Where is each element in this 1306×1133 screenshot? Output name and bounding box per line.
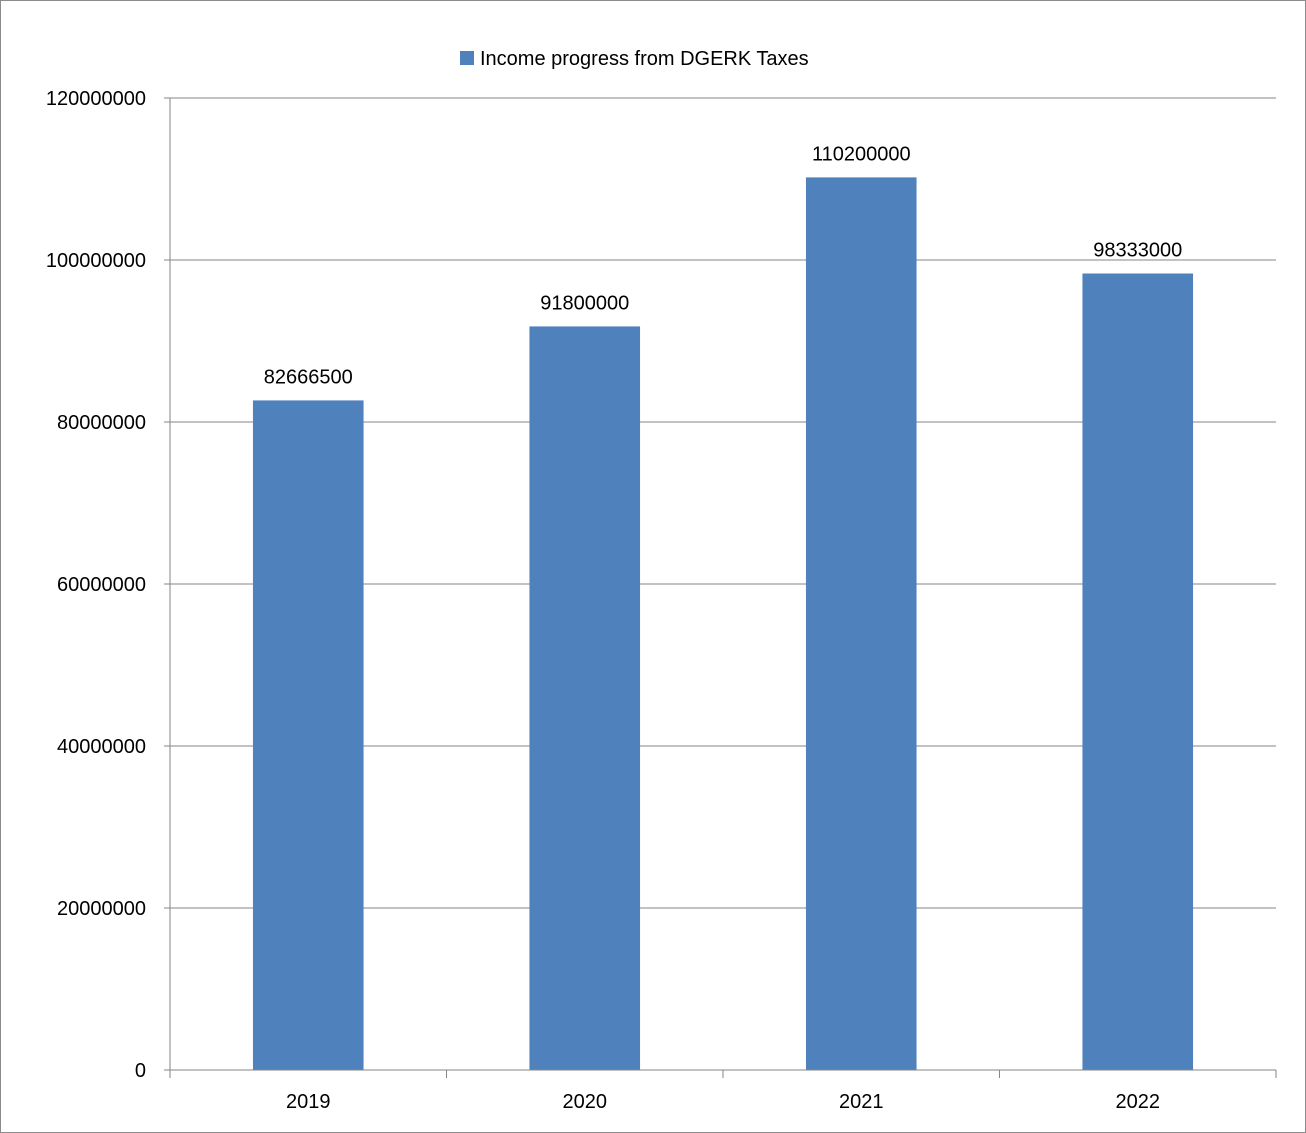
bar-2020	[529, 326, 641, 1070]
x-tick-label-2021: 2021	[839, 1091, 884, 1113]
data-label-2022: 98333000	[1093, 240, 1182, 262]
legend-label: Income progress from DGERK Taxes	[480, 48, 809, 70]
labels: 0 20000000 40000000 60000000 80000000 1000000…	[46, 88, 1182, 1113]
y-tick-label: 80000000	[57, 412, 146, 434]
bar-2019	[252, 400, 364, 1070]
data-label-2021: 110200000	[812, 143, 911, 165]
legend: Income progress from DGERK Taxes	[460, 48, 809, 70]
x-tick-label-2020: 2020	[563, 1091, 608, 1113]
bar-2022	[1082, 273, 1194, 1070]
y-tick-label: 20000000	[57, 898, 146, 920]
bar-2021	[805, 177, 917, 1070]
y-tick-label: 100000000	[46, 250, 146, 272]
y-tick-label: 60000000	[57, 574, 146, 596]
y-tick-label: 40000000	[57, 736, 146, 758]
data-label-2020: 91800000	[540, 292, 629, 314]
data-label-2019: 82666500	[264, 366, 353, 388]
y-tick-label: 120000000	[46, 88, 146, 110]
x-tick-label-2022: 2022	[1116, 1091, 1161, 1113]
y-tick-label: 0	[135, 1060, 146, 1082]
legend-swatch	[460, 51, 474, 65]
x-tick-label-2019: 2019	[286, 1091, 331, 1113]
bars	[252, 177, 1194, 1070]
axes	[164, 97, 1277, 1078]
